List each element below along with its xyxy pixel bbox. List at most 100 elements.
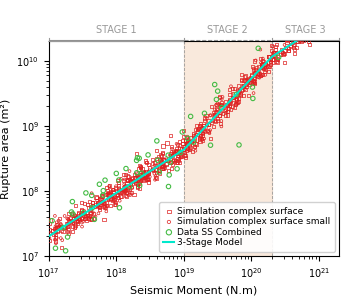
Simulation complex surface <box>191 133 196 138</box>
Simulation complex surface <box>128 178 134 183</box>
3-Stage Model <box>337 12 341 15</box>
Simulation complex surface small <box>79 224 85 229</box>
Simulation complex surface small <box>89 191 94 196</box>
Simulation complex surface <box>113 200 118 205</box>
Simulation complex surface <box>111 202 117 207</box>
Simulation complex surface <box>181 144 186 149</box>
Simulation complex surface <box>212 112 218 117</box>
Simulation complex surface small <box>107 185 112 190</box>
Simulation complex surface <box>140 167 145 171</box>
Data SS Combined <box>145 152 151 157</box>
Simulation complex surface small <box>217 111 222 116</box>
Simulation complex surface small <box>192 133 198 138</box>
Simulation complex surface <box>261 70 267 74</box>
Simulation complex surface small <box>200 137 205 142</box>
Simulation complex surface <box>182 150 187 155</box>
Simulation complex surface <box>216 113 222 118</box>
Simulation complex surface <box>239 78 245 83</box>
Simulation complex surface <box>227 98 232 102</box>
Simulation complex surface small <box>111 196 116 201</box>
Simulation complex surface small <box>96 211 101 216</box>
Simulation complex surface small <box>268 57 274 62</box>
Simulation complex surface <box>161 166 167 170</box>
Simulation complex surface <box>163 162 169 166</box>
Simulation complex surface small <box>136 183 141 188</box>
Simulation complex surface small <box>54 235 60 240</box>
Simulation complex surface small <box>57 224 62 229</box>
Simulation complex surface <box>174 146 179 151</box>
Simulation complex surface small <box>136 173 142 178</box>
Simulation complex surface <box>291 35 296 40</box>
Simulation complex surface <box>125 178 130 183</box>
Simulation complex surface <box>171 157 176 162</box>
Simulation complex surface <box>232 101 238 106</box>
Data SS Combined <box>250 96 256 101</box>
Simulation complex surface <box>172 151 177 156</box>
Simulation complex surface small <box>170 153 176 158</box>
Simulation complex surface small <box>171 159 176 164</box>
Simulation complex surface small <box>260 66 266 71</box>
Simulation complex surface <box>156 163 162 168</box>
Simulation complex surface <box>202 118 208 123</box>
Data SS Combined <box>136 156 142 161</box>
Data SS Combined <box>63 248 69 253</box>
Data SS Combined <box>101 188 106 193</box>
Simulation complex surface small <box>252 76 258 81</box>
Simulation complex surface <box>159 167 165 171</box>
Simulation complex surface <box>136 167 142 171</box>
Simulation complex surface small <box>212 107 218 112</box>
Simulation complex surface <box>241 93 246 98</box>
Simulation complex surface <box>211 124 217 128</box>
Simulation complex surface <box>69 211 74 215</box>
Simulation complex surface small <box>207 113 213 118</box>
Simulation complex surface small <box>101 200 106 204</box>
Simulation complex surface <box>184 140 190 144</box>
Simulation complex surface <box>165 158 171 163</box>
Simulation complex surface <box>234 98 239 102</box>
Simulation complex surface <box>205 123 211 127</box>
Simulation complex surface <box>201 116 207 120</box>
Simulation complex surface <box>191 138 196 143</box>
Simulation complex surface <box>160 157 166 162</box>
Simulation complex surface <box>208 104 214 109</box>
Simulation complex surface <box>184 135 190 139</box>
Simulation complex surface <box>201 128 206 133</box>
Data SS Combined <box>214 97 219 102</box>
Simulation complex surface <box>130 179 135 184</box>
Simulation complex surface small <box>53 230 59 235</box>
Simulation complex surface <box>322 20 328 24</box>
Simulation complex surface small <box>143 170 148 175</box>
Simulation complex surface <box>113 186 119 190</box>
Simulation complex surface <box>201 129 207 134</box>
Simulation complex surface small <box>251 91 256 95</box>
Data SS Combined <box>117 205 122 210</box>
Simulation complex surface <box>183 155 189 160</box>
Simulation complex surface <box>87 213 92 218</box>
Simulation complex surface <box>137 186 143 191</box>
Simulation complex surface <box>85 216 91 221</box>
Simulation complex surface <box>255 74 260 78</box>
Simulation complex surface <box>198 133 204 138</box>
Simulation complex surface <box>50 228 56 232</box>
Simulation complex surface <box>233 102 238 107</box>
Simulation complex surface <box>151 160 157 165</box>
Simulation complex surface <box>161 165 167 170</box>
Simulation complex surface <box>114 193 120 198</box>
Simulation complex surface <box>98 200 104 205</box>
Simulation complex surface <box>85 213 90 218</box>
Simulation complex surface <box>196 126 201 131</box>
Simulation complex surface <box>268 57 273 62</box>
Data SS Combined <box>81 210 86 215</box>
Simulation complex surface small <box>263 66 268 71</box>
Simulation complex surface <box>304 27 310 31</box>
Simulation complex surface small <box>79 220 85 225</box>
Line: 3-Stage Model: 3-Stage Model <box>49 13 339 236</box>
Simulation complex surface <box>199 136 204 141</box>
Simulation complex surface small <box>106 198 111 202</box>
Simulation complex surface <box>248 80 254 85</box>
Data SS Combined <box>202 111 207 116</box>
Simulation complex surface <box>82 216 88 221</box>
Simulation complex surface <box>260 64 265 69</box>
Simulation complex surface small <box>150 169 156 174</box>
Simulation complex surface <box>101 205 106 209</box>
